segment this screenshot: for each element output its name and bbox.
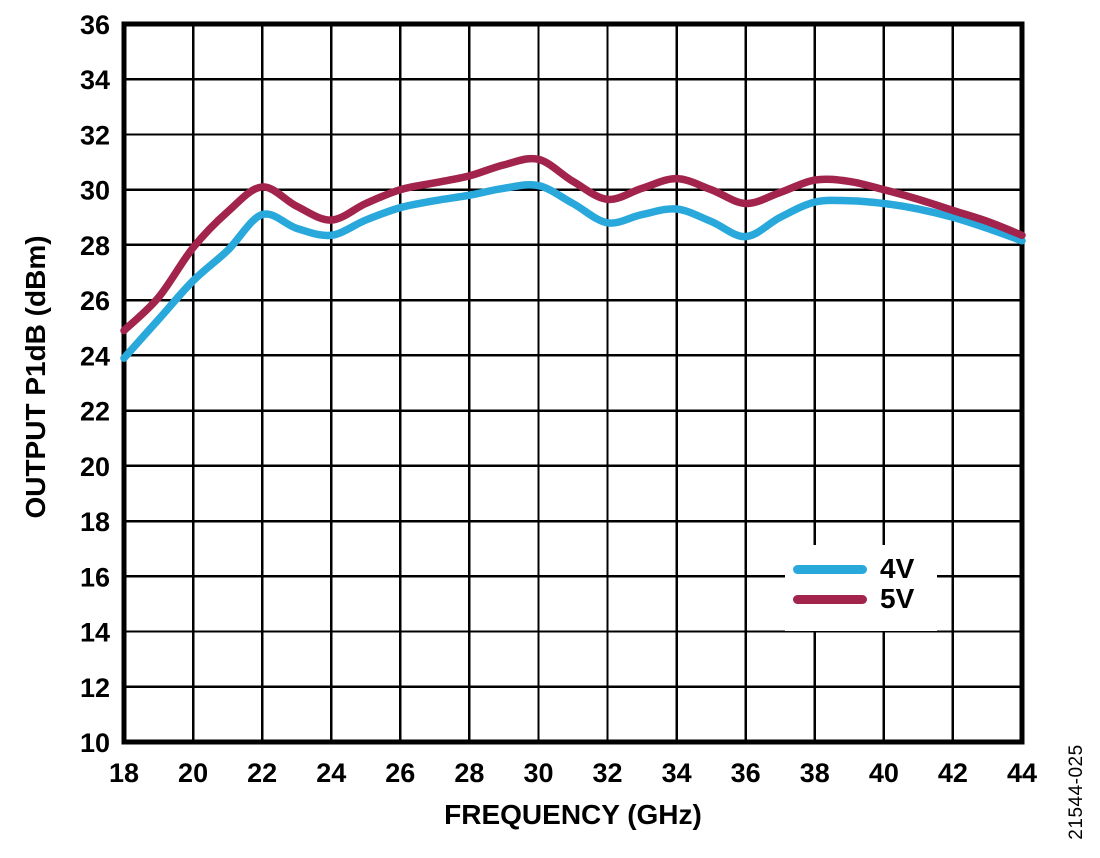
y-tick-label: 12 xyxy=(80,673,110,703)
x-tick-label: 36 xyxy=(731,758,761,788)
x-tick-label: 22 xyxy=(247,758,277,788)
legend-item-4v: 4V xyxy=(785,554,937,584)
y-tick-label: 34 xyxy=(80,65,110,95)
y-tick-label: 32 xyxy=(80,120,110,150)
legend-label-5v: 5V xyxy=(880,583,915,614)
x-tick-label: 28 xyxy=(454,758,484,788)
x-tick-label: 42 xyxy=(938,758,968,788)
y-tick-label: 26 xyxy=(80,286,110,316)
legend-item-5v: 5V xyxy=(785,584,937,614)
series-line-5v xyxy=(120,154,1026,335)
x-tick-label: 38 xyxy=(800,758,830,788)
y-tick-label: 28 xyxy=(80,231,110,261)
x-tick-label: 30 xyxy=(523,758,553,788)
y-tick-label: 36 xyxy=(80,10,110,40)
legend-label-4v: 4V xyxy=(880,553,915,584)
y-tick-label: 20 xyxy=(80,452,110,482)
x-tick-label: 18 xyxy=(109,758,139,788)
y-tick-label: 10 xyxy=(80,728,110,758)
x-tick-label: 32 xyxy=(593,758,623,788)
series-line-4v xyxy=(120,180,1026,362)
x-tick-label: 20 xyxy=(178,758,208,788)
y-tick-label: 16 xyxy=(80,562,110,592)
grid xyxy=(124,24,1022,742)
legend-swatch-5v xyxy=(793,594,867,604)
y-tick-label: 22 xyxy=(80,397,110,427)
y-tick-label: 30 xyxy=(80,176,110,206)
y-tick-label: 24 xyxy=(80,341,110,371)
legend: 4V 5V xyxy=(785,545,937,631)
x-axis-title: FREQUENCY (GHz) xyxy=(444,799,702,830)
y-axis-title: OUTPUT P1dB (dBm) xyxy=(20,235,51,519)
x-tick-label: 26 xyxy=(385,758,415,788)
x-tick-label: 34 xyxy=(662,758,692,788)
y-tick-label: 18 xyxy=(80,507,110,537)
x-tick-label: 44 xyxy=(1007,758,1037,788)
x-tick-label: 24 xyxy=(316,758,346,788)
figure-number: 21544-025 xyxy=(1066,744,1087,840)
legend-swatch-4v xyxy=(793,564,867,574)
y-tick-label: 14 xyxy=(80,618,110,648)
plot-border xyxy=(121,21,1025,745)
x-tick-label: 40 xyxy=(869,758,899,788)
